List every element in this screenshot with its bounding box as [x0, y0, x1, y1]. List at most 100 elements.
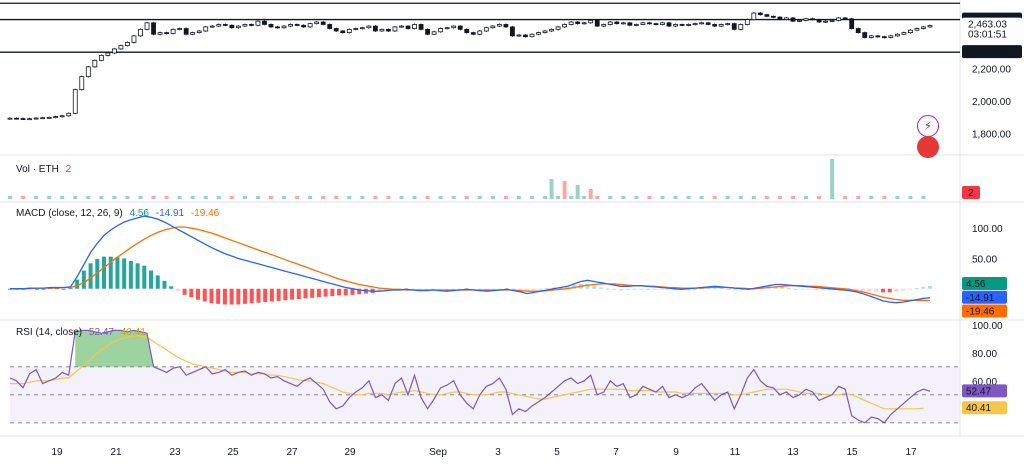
macd-histogram-bar — [645, 288, 650, 290]
macd-histogram-bar — [612, 288, 617, 290]
candle-body — [196, 30, 202, 34]
macd-histogram-bar — [95, 259, 100, 289]
macd-histogram-bar — [283, 288, 288, 301]
flag-icon[interactable] — [917, 136, 939, 158]
macd-histogram-bar — [61, 288, 66, 290]
macd-histogram-bar — [431, 288, 436, 290]
macd-signal-label-bg — [962, 290, 1007, 304]
macd-histogram-bar — [793, 288, 798, 290]
volume-bar — [699, 196, 704, 199]
candle-body — [699, 22, 705, 25]
macd-legend-title: MACD (close, 12, 26, 9) — [16, 208, 123, 219]
candle-body — [392, 26, 398, 32]
volume-bar — [556, 196, 561, 199]
macd-histogram-bar — [108, 256, 113, 289]
macd-histogram-bar — [316, 288, 321, 298]
macd-histogram-bar — [605, 288, 610, 290]
volume-bar — [347, 196, 352, 199]
last-price-label: 2,463.03 — [968, 20, 1007, 31]
macd-histogram-bar — [471, 288, 476, 290]
macd-histogram-bar — [928, 286, 932, 289]
rsi-line — [9, 329, 931, 424]
macd-histogram-bar — [491, 288, 496, 290]
volume-bar — [856, 196, 861, 199]
candle-body — [836, 17, 842, 21]
candle-body — [490, 25, 496, 29]
candle-body — [881, 36, 887, 39]
macd-histogram-bar — [202, 288, 207, 302]
candle-body — [614, 21, 620, 25]
candle-body — [177, 28, 183, 30]
candle-body — [894, 33, 900, 37]
x-tick-label: Sep — [429, 447, 447, 458]
candle-body — [653, 23, 659, 26]
countdown-label: 03:01:51 — [968, 30, 1007, 41]
candle-body — [588, 19, 594, 24]
candle-body — [777, 16, 783, 20]
volume-bar — [334, 196, 339, 199]
macd-histogram-bar — [498, 288, 503, 290]
macd-histogram-bar — [525, 288, 530, 292]
candle-body — [757, 12, 763, 16]
candle-body — [620, 22, 626, 25]
candle-body — [477, 30, 483, 35]
macd-histogram-bar — [236, 288, 241, 305]
macd-value-label-bg — [962, 276, 1007, 290]
candle-body — [85, 66, 91, 78]
flash-icon[interactable]: ⚡ — [917, 115, 939, 137]
candle-body — [640, 22, 646, 25]
macd-histogram-bar — [142, 265, 147, 289]
volume-bar — [673, 196, 678, 199]
candle-body — [340, 30, 346, 34]
line-2300-label: 2,300.00 — [968, 47, 1007, 58]
candle-body — [418, 24, 424, 30]
candle-body — [359, 27, 365, 30]
candle-body — [842, 17, 848, 20]
x-tick-label: 19 — [51, 447, 63, 458]
candle-body — [810, 18, 815, 21]
macd-histogram-bar — [243, 288, 248, 304]
volume-bar — [412, 196, 417, 199]
macd-histogram-bar — [162, 280, 167, 289]
macd-histogram-bar — [706, 288, 711, 290]
rsi-ma-label: 40.41 — [966, 403, 991, 414]
macd-histogram-bar — [639, 288, 644, 290]
candle-body — [275, 26, 280, 29]
candle-body — [268, 24, 274, 28]
volume-bar — [882, 196, 887, 199]
volume-bar — [86, 196, 91, 199]
macd-histogram-bar — [310, 288, 315, 298]
candle-body — [855, 28, 861, 34]
macd-histogram-bar — [263, 288, 268, 303]
volume-bar — [73, 196, 78, 199]
macd-histogram-bar — [357, 288, 362, 295]
macd-histogram-bar — [726, 288, 731, 290]
x-tick-label: 29 — [344, 447, 356, 458]
candle-body — [255, 20, 261, 26]
candle-body — [868, 35, 874, 38]
candle-body — [222, 24, 228, 26]
macd-histogram-bar — [437, 288, 442, 290]
candle-body — [40, 117, 46, 120]
candle-body — [555, 26, 561, 30]
macd-histogram-bar — [632, 288, 637, 290]
volume-bar — [255, 196, 260, 199]
volume-bar — [151, 196, 156, 199]
volume-bar — [647, 196, 652, 199]
volume-bar — [569, 196, 574, 199]
rsi-value-label-bg — [962, 384, 1007, 398]
macd-histogram-bar — [410, 288, 415, 290]
x-tick-label: 11 — [730, 447, 741, 458]
candle-body — [627, 22, 633, 26]
candle-body — [333, 28, 339, 32]
rsi-tick-label: 60.00 — [972, 377, 997, 388]
macd-histogram-bar — [484, 288, 489, 290]
macd-legend-macd: 4.56 — [129, 208, 149, 219]
rsi-tick-label: 80.00 — [972, 349, 997, 360]
macd-histogram-bar — [887, 288, 892, 293]
rsi-tick-label: 100.00 — [972, 321, 1003, 332]
volume-bar — [177, 196, 182, 199]
candle-body — [575, 21, 581, 25]
macd-histogram-bar — [182, 288, 187, 295]
